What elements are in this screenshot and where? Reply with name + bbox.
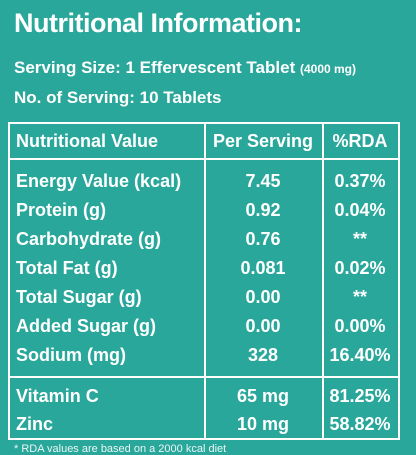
row-per-serving: 7.45	[245, 171, 281, 191]
row-name: Energy Value (kcal)	[16, 171, 182, 191]
row-rda: 0.00%	[334, 316, 386, 336]
row-per-serving: 0.00	[245, 316, 281, 336]
row-rda: 0.02%	[334, 258, 386, 278]
row-name: Vitamin C	[16, 386, 99, 406]
row-per-serving: 328	[247, 345, 279, 365]
row-per-serving: 65 mg	[236, 386, 290, 406]
serving-size-unit: (4000 mg)	[299, 62, 356, 76]
serving-size-label: Serving Size: 1 Effervescent Tablet	[14, 58, 296, 77]
row-name: Total Fat (g)	[16, 258, 118, 278]
column-divider	[322, 124, 324, 438]
column-divider	[204, 124, 206, 438]
row-name: Added Sugar (g)	[16, 316, 156, 336]
footnote: * RDA values are based on a 2000 kcal di…	[14, 443, 227, 455]
row-name: Protein (g)	[16, 200, 106, 220]
row-rda: 0.37%	[334, 171, 386, 191]
row-per-serving: 0.00	[245, 287, 281, 307]
serving-size: Serving Size: 1 Effervescent Tablet (400…	[14, 58, 356, 78]
header-per-serving: Per Serving	[212, 131, 314, 151]
row-name: Zinc	[16, 414, 54, 434]
row-per-serving: 0.081	[240, 258, 286, 278]
row-name: Sodium (mg)	[16, 345, 126, 365]
row-name: Carbohydrate (g)	[16, 229, 162, 249]
nutrition-table: Nutritional Value Per Serving %RDA Energ…	[8, 122, 400, 440]
servings-count: No. of Serving: 10 Tablets	[14, 88, 222, 107]
header-divider	[10, 158, 398, 160]
row-rda: **	[352, 229, 367, 249]
row-per-serving: 0.92	[245, 200, 281, 220]
row-rda: 81.25%	[329, 386, 391, 406]
row-per-serving: 10 mg	[236, 414, 290, 434]
page-title: Nutritional Information:	[14, 8, 302, 38]
row-rda: 0.04%	[334, 200, 386, 220]
row-per-serving: 0.76	[245, 229, 281, 249]
header-rda: %RDA	[332, 131, 388, 151]
header-nutritional-value: Nutritional Value	[16, 131, 159, 151]
row-rda: **	[352, 287, 367, 307]
row-name: Total Sugar (g)	[16, 287, 142, 307]
section-divider	[10, 376, 398, 378]
row-rda: 16.40%	[329, 345, 391, 365]
row-rda: 58.82%	[329, 414, 391, 434]
